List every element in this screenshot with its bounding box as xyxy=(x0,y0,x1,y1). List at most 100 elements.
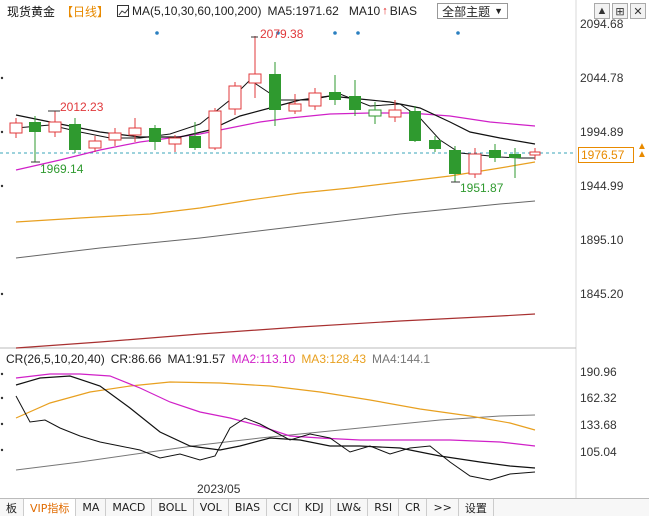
candle xyxy=(48,111,62,137)
candle xyxy=(208,108,222,150)
current-price-tag: 1976.57 xyxy=(578,147,634,163)
cr-ma3-value: MA3:128.43 xyxy=(301,352,367,366)
price-tick: 1994.89 xyxy=(580,125,624,139)
candle xyxy=(248,36,262,98)
candle xyxy=(489,144,501,162)
cr-ma1-value: MA1:91.57 xyxy=(167,352,226,366)
candle xyxy=(88,136,102,152)
candle xyxy=(29,116,41,162)
cr-line xyxy=(15,395,536,481)
tab-more[interactable]: >> xyxy=(427,499,459,516)
cr-ma4-line xyxy=(15,414,536,471)
cr-ma3-line xyxy=(15,381,536,431)
candle xyxy=(409,106,421,142)
event-markers[interactable] xyxy=(155,31,460,35)
candle xyxy=(288,94,302,114)
cr-value: CR:86.66 xyxy=(110,352,162,366)
bias-label[interactable]: BIAS xyxy=(389,4,418,18)
indicator-icon[interactable] xyxy=(117,5,130,17)
grid-icon: ⊞ xyxy=(615,5,625,18)
triangle-up-icon: ▲ xyxy=(596,5,608,17)
tab-kdj[interactable]: KDJ xyxy=(299,499,331,516)
period-selector[interactable]: 【日线】 xyxy=(61,4,110,19)
chevron-down-icon: ▼ xyxy=(494,6,503,16)
tab-rsi[interactable]: RSI xyxy=(368,499,400,516)
price-tick: 2044.78 xyxy=(580,71,624,85)
up-arrow-icon: ↑ xyxy=(382,5,388,17)
collapse-button[interactable]: ▲ xyxy=(594,3,610,19)
low2-label: 1951.87 xyxy=(460,181,504,195)
candle xyxy=(509,148,521,178)
mid-high-label: 2012.23 xyxy=(60,100,104,114)
event-dot[interactable] xyxy=(155,31,159,35)
candle xyxy=(429,136,441,152)
price-tick: 1944.99 xyxy=(580,179,624,193)
cr-tick: 190.96 xyxy=(580,365,617,379)
price-flag-icon: ▲ ▲ xyxy=(637,141,647,160)
left-edge-ticks xyxy=(0,76,4,452)
event-dot[interactable] xyxy=(276,31,280,35)
cr-indicator-header: CR(26,5,10,20,40) CR:86.66 MA1:91.57 MA2… xyxy=(6,352,430,366)
tab-cr[interactable]: CR xyxy=(399,499,428,516)
event-dot[interactable] xyxy=(333,31,337,35)
candle xyxy=(308,88,322,110)
ma30-line xyxy=(15,112,536,171)
close-icon: ✕ xyxy=(633,5,643,18)
high-label: 2079.38 xyxy=(260,27,304,41)
tab-boll[interactable]: BOLL xyxy=(152,499,194,516)
ma60-line xyxy=(15,161,536,223)
candle xyxy=(149,125,161,150)
tab-vol[interactable]: VOL xyxy=(194,499,229,516)
cr-tick: 162.32 xyxy=(580,391,617,405)
candle xyxy=(108,128,122,146)
close-button[interactable]: ✕ xyxy=(630,3,646,19)
candle xyxy=(468,148,482,178)
tab-bias[interactable]: BIAS xyxy=(229,499,268,516)
cr-ma2-line xyxy=(15,373,536,447)
candle xyxy=(189,122,201,150)
candle xyxy=(388,100,402,122)
ma5-value: MA5:1971.62 xyxy=(267,4,339,18)
candle xyxy=(329,75,341,105)
tab-macd[interactable]: MACD xyxy=(106,499,153,516)
event-dot[interactable] xyxy=(456,31,460,35)
price-tick: 1895.10 xyxy=(580,233,624,247)
tab-lw[interactable]: LW& xyxy=(331,499,369,516)
candle xyxy=(349,80,361,116)
tab-settings[interactable]: 设置 xyxy=(459,499,494,516)
event-dot[interactable] xyxy=(356,31,360,35)
tab-ma[interactable]: MA xyxy=(76,499,107,516)
tab-cci[interactable]: CCI xyxy=(267,499,299,516)
chart-header: 现货黄金 【日线】 MA(5,10,30,60,100,200) MA5:197… xyxy=(0,0,649,22)
ma10-label: MA10 xyxy=(348,4,381,18)
cr-ma4-value: MA4:144.1 xyxy=(372,352,431,366)
candle xyxy=(269,62,281,126)
tab-ban[interactable]: 板 xyxy=(0,499,24,516)
ma-params[interactable]: MA(5,10,30,60,100,200) xyxy=(132,4,262,18)
candle xyxy=(69,118,81,153)
cr-ma1-line xyxy=(15,375,536,469)
price-tick: 1845.20 xyxy=(580,287,624,301)
ma100-line xyxy=(15,200,536,259)
candle xyxy=(529,148,541,160)
layout-button[interactable]: ⊞ xyxy=(612,3,628,19)
candle xyxy=(368,102,382,124)
candle xyxy=(128,118,142,142)
candle xyxy=(449,146,461,182)
ma200-line xyxy=(15,313,536,349)
date-axis-label: 2023/05 xyxy=(197,482,241,496)
price-tick: 2094.68 xyxy=(580,17,624,31)
candle xyxy=(9,118,23,138)
low1-label: 1969.14 xyxy=(40,162,84,176)
tab-vip[interactable]: VIP指标 xyxy=(24,499,77,516)
indicator-tabs: 板 VIP指标 MA MACD BOLL VOL BIAS CCI KDJ LW… xyxy=(0,498,649,516)
candle xyxy=(228,82,242,115)
candle xyxy=(168,135,182,152)
instrument-title: 现货黄金 xyxy=(7,4,56,19)
cr-tick: 105.04 xyxy=(580,445,617,459)
cr-params[interactable]: CR(26,5,10,20,40) xyxy=(6,352,105,366)
topic-select[interactable]: 全部主题 ▼ xyxy=(437,3,508,19)
candlesticks xyxy=(9,36,541,182)
cr-tick: 133.68 xyxy=(580,418,617,432)
